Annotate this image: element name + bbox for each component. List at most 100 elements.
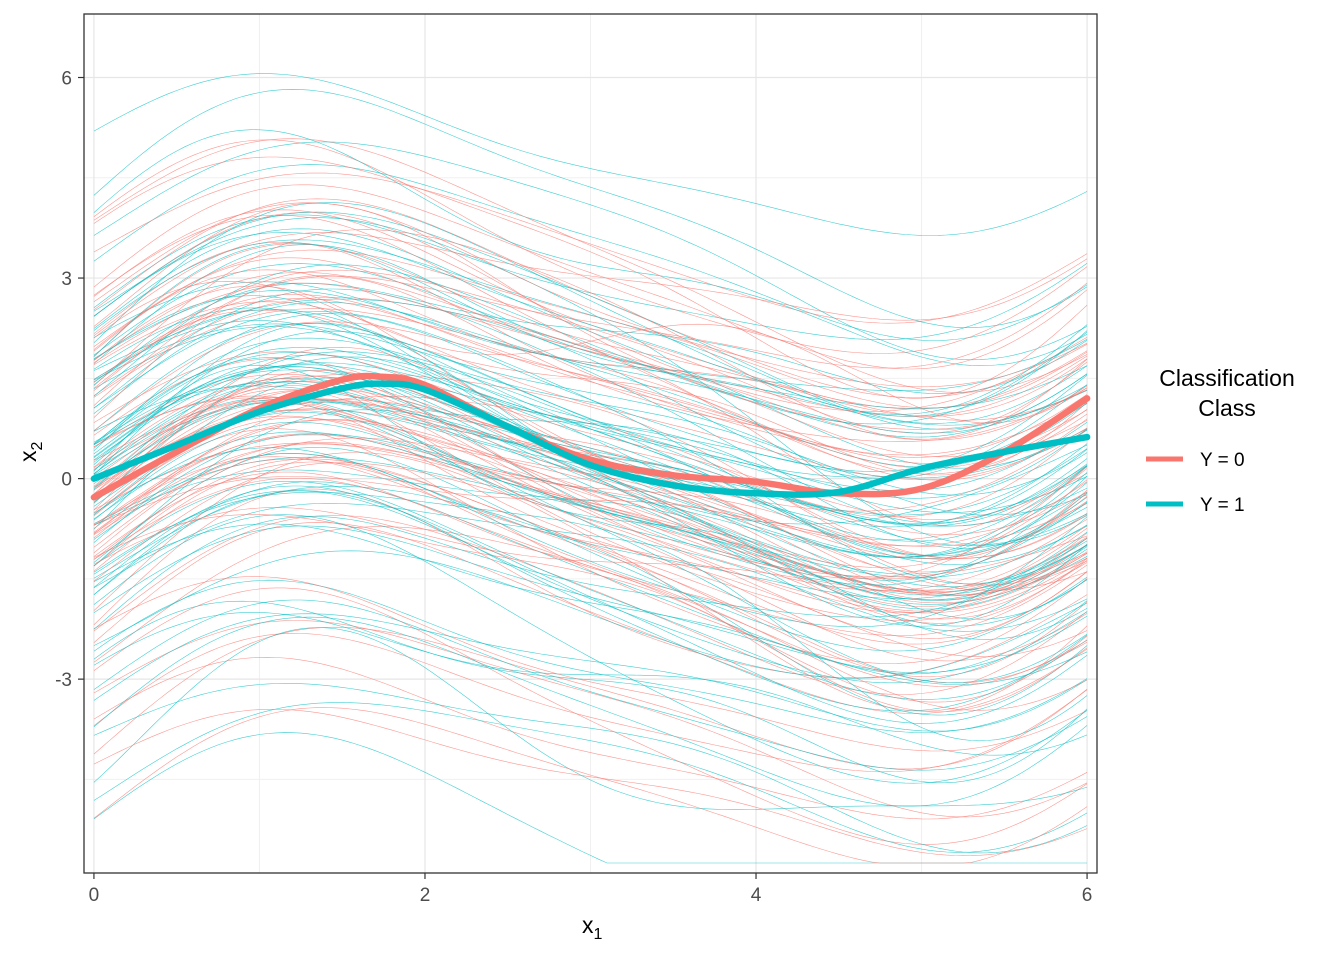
sample-curve-class0 (93, 229, 1088, 440)
sample-curve-class1 (93, 244, 1088, 391)
sample-curve-class1 (93, 409, 1088, 627)
y-axis-ticks: -3 0 3 6 (55, 69, 84, 691)
y-axis-title: x2 (15, 442, 46, 463)
sample-curve-class1 (93, 141, 1088, 361)
sample-curve-class0 (93, 351, 1088, 520)
sample-curve-class1 (93, 73, 1088, 236)
sample-curve-class0 (93, 275, 1088, 406)
sample-curve-class0 (93, 375, 1088, 578)
sample-curve-class1 (93, 288, 1088, 524)
sample-curve-class0 (93, 232, 1088, 336)
sample-curve-class0 (93, 272, 1088, 441)
sample-curve-class0 (93, 138, 1088, 393)
sample-curve-class0 (93, 433, 1088, 662)
sample-curve-class1 (93, 421, 1088, 593)
sample-curve-class0 (93, 515, 1088, 695)
sample-curve-class1 (93, 491, 1088, 742)
sample-curve-class1 (93, 683, 1088, 854)
grid-lines (84, 14, 1097, 873)
sample-curve-class1 (93, 164, 1088, 341)
sample-curve-class0 (93, 280, 1088, 424)
sample-curve-class1 (93, 627, 1088, 810)
sample-curve-class1 (93, 481, 1088, 700)
sample-curve-class1 (93, 326, 1088, 479)
sample-curve-class0 (93, 395, 1088, 597)
sample-curve-class1 (93, 239, 1088, 430)
sample-curve-class0 (93, 269, 1088, 421)
sample-curve-class0 (93, 249, 1088, 409)
x-tick-label: 4 (751, 885, 762, 906)
sample-curve-class1 (93, 490, 1088, 684)
sample-curve-class1 (93, 211, 1088, 424)
sample-curve-class1 (93, 490, 1088, 724)
sample-curve-class0 (93, 656, 1088, 820)
sample-curve-class1 (93, 516, 1088, 630)
sample-curve-class1 (93, 469, 1088, 640)
sample-curve-class1 (93, 311, 1088, 585)
sample-curve-class1 (93, 702, 1088, 853)
sample-curve-class0 (93, 282, 1088, 458)
sample-curve-class1 (93, 579, 1088, 733)
sample-curve-class1 (93, 263, 1088, 438)
sample-curve-class1 (93, 322, 1088, 524)
sample-curve-class1 (93, 433, 1088, 558)
x-axis-ticks: 0 2 4 6 (89, 873, 1093, 906)
sample-curve-class0 (93, 437, 1088, 601)
sample-curve-class1 (93, 309, 1088, 525)
sample-curve-class0 (93, 419, 1088, 612)
legend-label-class1: Y = 1 (1200, 495, 1245, 516)
sample-curve-class0 (93, 184, 1088, 370)
sample-curve-class1 (93, 89, 1088, 329)
sample-curve-class1 (93, 408, 1088, 588)
sample-curve-class1 (93, 298, 1088, 480)
sample-curve-class0 (93, 139, 1088, 354)
sample-curve-class0 (93, 417, 1088, 580)
sample-curve-class1 (93, 411, 1088, 684)
sample-curve-class0 (93, 471, 1088, 636)
sample-curve-class1 (93, 550, 1088, 679)
sample-curve-class1 (93, 231, 1088, 417)
sample-curve-class1 (93, 612, 1088, 756)
sample-curve-class0 (93, 397, 1088, 596)
sample-curve-class1 (93, 381, 1088, 527)
sample-curve-class0 (93, 202, 1088, 430)
sample-curve-class0 (93, 308, 1088, 481)
sample-curve-class1 (93, 599, 1088, 771)
sample-curve-class0 (93, 385, 1088, 591)
sample-curve-class1 (93, 385, 1088, 549)
sample-curve-class1 (93, 485, 1088, 712)
sample-curve-class0 (93, 202, 1088, 388)
sample-curve-class1 (93, 364, 1088, 499)
sample-curve-class0 (93, 434, 1088, 547)
sample-curve-class1 (93, 514, 1088, 784)
sample-curve-class0 (93, 373, 1088, 560)
sample-curve-class0 (93, 294, 1088, 458)
sample-curve-class1 (93, 217, 1088, 546)
sample-curve-class1 (93, 613, 1088, 732)
sample-curve-class0 (93, 456, 1088, 614)
sample-curve-class1 (93, 452, 1088, 628)
sample-curve-class0 (93, 576, 1088, 752)
sample-curve-class0 (93, 707, 1088, 864)
sample-curve-class1 (93, 264, 1088, 425)
sample-curve-class0 (93, 709, 1088, 857)
sample-curve-class1 (93, 369, 1088, 565)
sample-curve-class0 (93, 156, 1088, 399)
sample-curve-class0 (93, 462, 1088, 639)
sample-curve-class0 (93, 389, 1088, 579)
sample-curve-class1 (93, 129, 1088, 366)
sample-curve-class0 (93, 442, 1088, 607)
mean-curve-class1 (90, 380, 1091, 498)
sample-curve-class0 (93, 488, 1088, 678)
sample-curve-class1 (93, 337, 1088, 496)
sample-curve-class0 (93, 369, 1088, 568)
sample-curve-class0 (93, 522, 1088, 714)
sample-curve-class1 (93, 356, 1088, 558)
class-mean-curves (90, 372, 1091, 501)
x-tick-label: 6 (1082, 885, 1093, 906)
x-axis-title: x1 (582, 912, 603, 943)
x-tick-label: 0 (89, 885, 100, 906)
sample-curve-class0 (93, 346, 1088, 547)
sample-curve-class1 (93, 398, 1088, 546)
